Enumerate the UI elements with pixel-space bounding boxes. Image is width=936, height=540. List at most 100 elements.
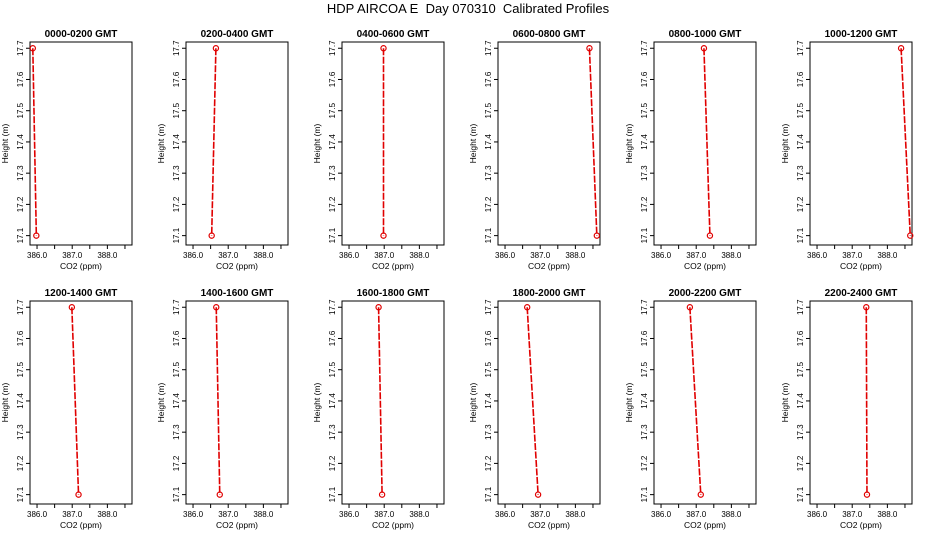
y-tick-label: 17.1 bbox=[328, 486, 337, 502]
x-tick-label: 386.0 bbox=[339, 510, 360, 519]
y-tick-label: 17.6 bbox=[484, 330, 493, 346]
y-tick-label: 17.1 bbox=[484, 486, 493, 502]
panel-title: 2200-2400 GMT bbox=[825, 288, 898, 299]
x-axis-label: CO2 (ppm) bbox=[60, 520, 102, 530]
panel-8: 1600-1800 GMT 386.0 387.0 388.0 17.1 17.2 17.3… bbox=[312, 288, 445, 530]
y-tick-label: 17.1 bbox=[796, 227, 805, 243]
y-tick-label: 17.6 bbox=[172, 71, 181, 87]
y-tick-label: 17.5 bbox=[796, 361, 805, 377]
y-tick-label: 17.3 bbox=[172, 165, 181, 181]
x-tick-label: 388.0 bbox=[877, 510, 898, 519]
y-tick-label: 17.1 bbox=[172, 227, 181, 243]
data-point bbox=[686, 304, 694, 311]
panel-10: 2000-2200 GMT 386.0 387.0 388.0 17.1 17.2 17.3… bbox=[624, 288, 757, 530]
y-tick-label: 17.6 bbox=[172, 330, 181, 346]
y-tick-label: 17.7 bbox=[484, 299, 493, 315]
y-tick-label: 17.2 bbox=[172, 455, 181, 471]
x-tick-label: 387.0 bbox=[374, 251, 395, 260]
y-tick-label: 17.4 bbox=[796, 393, 805, 409]
panel-3: 0600-0800 GMT 386.0 387.0 388.0 17.1 17.2 17.3… bbox=[468, 29, 601, 271]
plot-frame bbox=[29, 300, 133, 505]
y-axis-label: Height (m) bbox=[468, 383, 478, 423]
y-tick-label: 17.4 bbox=[172, 134, 181, 150]
panel-title: 0600-0800 GMT bbox=[513, 29, 586, 40]
x-tick-label: 388.0 bbox=[877, 251, 898, 260]
panel-6: 1200-1400 GMT 386.0 387.0 388.0 17.1 17.2 17.3… bbox=[0, 288, 133, 530]
x-axis-label: CO2 (ppm) bbox=[60, 261, 102, 271]
panel-9: 1800-2000 GMT 386.0 387.0 388.0 17.1 17.2 17.3… bbox=[468, 288, 601, 530]
data-point bbox=[593, 232, 601, 239]
plot-frame bbox=[29, 41, 133, 246]
plot-frame bbox=[341, 41, 445, 246]
y-tick-label: 17.5 bbox=[640, 102, 649, 118]
x-tick-label: 386.0 bbox=[27, 251, 48, 260]
y-tick-label: 17.2 bbox=[328, 196, 337, 212]
y-tick-label: 17.3 bbox=[796, 424, 805, 440]
y-tick-label: 17.2 bbox=[484, 455, 493, 471]
x-tick-label: 388.0 bbox=[409, 510, 430, 519]
y-tick-label: 17.5 bbox=[328, 361, 337, 377]
y-tick-label: 17.5 bbox=[172, 361, 181, 377]
data-point bbox=[29, 45, 37, 52]
profile-line bbox=[865, 307, 868, 495]
y-tick-label: 17.1 bbox=[796, 486, 805, 502]
x-tick-label: 386.0 bbox=[183, 251, 204, 260]
panel-7: 1400-1600 GMT 386.0 387.0 388.0 17.1 17.2 17.3… bbox=[156, 288, 289, 530]
y-tick-label: 17.3 bbox=[796, 165, 805, 181]
y-tick-label: 17.3 bbox=[328, 424, 337, 440]
y-tick-label: 17.5 bbox=[16, 102, 25, 118]
data-point bbox=[68, 304, 76, 311]
x-axis-label: CO2 (ppm) bbox=[528, 520, 570, 530]
data-point bbox=[863, 491, 871, 498]
figure-title: HDP AIRCOA E Day 070310 Calibrated Profi… bbox=[326, 1, 610, 16]
y-tick-label: 17.2 bbox=[328, 455, 337, 471]
y-axis-label: Height (m) bbox=[312, 124, 322, 164]
x-tick-label: 388.0 bbox=[721, 510, 742, 519]
x-tick-label: 386.0 bbox=[27, 510, 48, 519]
profile-line bbox=[210, 48, 217, 236]
y-tick-label: 17.4 bbox=[484, 393, 493, 409]
y-axis-label: Height (m) bbox=[624, 124, 634, 164]
y-tick-label: 17.4 bbox=[484, 134, 493, 150]
y-tick-label: 17.1 bbox=[640, 486, 649, 502]
y-tick-label: 17.2 bbox=[172, 196, 181, 212]
y-tick-label: 17.7 bbox=[172, 299, 181, 315]
y-tick-label: 17.1 bbox=[16, 227, 25, 243]
y-tick-label: 17.4 bbox=[640, 134, 649, 150]
plot-frame bbox=[497, 41, 601, 246]
x-tick-label: 387.0 bbox=[842, 510, 863, 519]
y-tick-label: 17.5 bbox=[796, 102, 805, 118]
x-tick-label: 388.0 bbox=[565, 510, 586, 519]
y-tick-label: 17.6 bbox=[16, 330, 25, 346]
x-axis-label: CO2 (ppm) bbox=[372, 520, 414, 530]
y-tick-label: 17.1 bbox=[640, 227, 649, 243]
data-point bbox=[375, 304, 382, 311]
data-point bbox=[216, 491, 223, 498]
y-tick-label: 17.3 bbox=[640, 165, 649, 181]
panel-0: 0000-0200 GMT 386.0 387.0 388.0 17.1 17.2 17.3… bbox=[0, 29, 133, 271]
plot-frame bbox=[809, 300, 913, 505]
plot-frame bbox=[185, 300, 289, 505]
data-point bbox=[586, 45, 593, 52]
panel-4: 0800-1000 GMT 386.0 387.0 388.0 17.1 17.2 17.3… bbox=[624, 29, 757, 271]
y-tick-label: 17.3 bbox=[484, 165, 493, 181]
y-tick-label: 17.7 bbox=[640, 40, 649, 56]
x-axis-label: CO2 (ppm) bbox=[528, 261, 570, 271]
y-tick-label: 17.6 bbox=[640, 71, 649, 87]
plot-frame bbox=[809, 41, 913, 246]
y-axis-label: Height (m) bbox=[156, 383, 166, 423]
profile-line bbox=[526, 307, 539, 495]
y-tick-label: 17.3 bbox=[16, 424, 25, 440]
data-point bbox=[697, 491, 704, 498]
x-tick-label: 387.0 bbox=[686, 510, 707, 519]
x-tick-label: 386.0 bbox=[495, 510, 516, 519]
y-tick-label: 17.4 bbox=[796, 134, 805, 150]
y-tick-label: 17.2 bbox=[484, 196, 493, 212]
y-tick-label: 17.1 bbox=[16, 486, 25, 502]
profile-line bbox=[32, 48, 38, 236]
plot-frame bbox=[653, 300, 757, 505]
x-tick-label: 386.0 bbox=[495, 251, 516, 260]
y-tick-label: 17.7 bbox=[328, 299, 337, 315]
data-point bbox=[706, 232, 714, 239]
